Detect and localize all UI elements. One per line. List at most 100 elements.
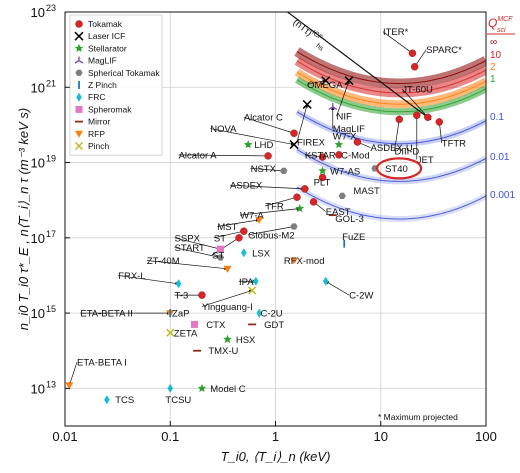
label-leader	[174, 237, 221, 251]
point-label: FIREX	[297, 138, 326, 149]
point-label: TCSU	[165, 395, 191, 406]
legend-entry-label: FRC	[88, 92, 105, 102]
y-tick-exponent: 21	[46, 78, 56, 88]
highlight-ring	[376, 157, 423, 180]
marker-tokamak	[293, 193, 301, 201]
marker-tokamak	[198, 291, 206, 299]
point-label: ZaP	[172, 309, 189, 320]
marker-spherical-tokamak	[338, 192, 346, 199]
marker-tokamak	[424, 113, 432, 121]
legend-entry-label: RFP	[88, 129, 105, 139]
point-label: IPA	[239, 277, 254, 288]
q-contour-line	[296, 51, 486, 84]
marker-maglif	[74, 56, 84, 64]
marker-tokamak	[75, 20, 83, 28]
label-leader	[217, 218, 260, 227]
marker-tokamak	[353, 138, 362, 146]
label-leader	[307, 79, 327, 85]
point-label: DIII-D	[394, 147, 419, 158]
point-label: START	[175, 243, 205, 254]
y-tick-label: 10	[31, 231, 45, 246]
point-label: GOL-3	[335, 214, 364, 225]
marker-tokamak	[264, 152, 272, 160]
label-leader	[211, 237, 240, 256]
label-leader	[146, 260, 228, 271]
q-legend-value: 0.001	[490, 190, 515, 201]
point-label: ETA-BETA I	[77, 358, 127, 369]
point-label: OMEGA	[307, 80, 343, 91]
point-label: Alcator C	[244, 113, 283, 124]
q-legend-value: 1	[490, 74, 496, 85]
point-label: SPARC*	[426, 45, 462, 56]
marker-tokamak	[318, 173, 327, 182]
point-label: TFTR	[442, 139, 466, 150]
marker-laser-icf	[289, 140, 299, 150]
marker-spheromak	[191, 320, 199, 328]
legend: Tokamak Laser ICF Stellarator MagLIF Spheric…	[69, 14, 163, 156]
point-label: ST40	[385, 164, 408, 175]
label-leader	[118, 275, 179, 286]
point-label: GDT	[264, 320, 284, 331]
marker-spherical-tokamak	[280, 167, 288, 174]
marker-frc	[241, 248, 247, 258]
label-leader	[265, 196, 298, 207]
label-leader	[201, 289, 253, 307]
legend-entry-label: Laser ICF	[88, 31, 125, 41]
label-leader	[174, 247, 221, 259]
marker-stellarator	[295, 204, 304, 213]
point-label: SSPX	[175, 233, 201, 244]
point-label: MST	[217, 222, 237, 233]
label-leader	[178, 154, 269, 158]
point-label: RFX-mod	[284, 256, 325, 267]
point-label: W7-X	[333, 132, 357, 143]
point-label: LHD	[254, 140, 273, 151]
footnote: * Maximum projected	[378, 412, 458, 422]
point-label: C-2U	[260, 309, 282, 320]
point-label: C-2W	[349, 291, 373, 302]
marker-rfp	[75, 130, 83, 138]
y-tick-label: 10	[31, 5, 45, 20]
y-tick-exponent: 13	[46, 379, 56, 389]
point-label: ZT-40M	[147, 256, 180, 267]
marker-spherical-tokamak	[290, 223, 298, 230]
marker-tokamak	[410, 63, 419, 71]
point-label: TFR	[265, 202, 284, 213]
point-label: TCS	[115, 395, 134, 406]
marker-tokamak	[318, 153, 327, 161]
marker-stellarator	[243, 140, 253, 149]
y-tick-label: 10	[31, 306, 45, 321]
point-label: ASDEX	[230, 181, 263, 192]
marker-pinch	[74, 141, 84, 151]
marker-laser-icf	[74, 31, 84, 41]
point-label: ITER*	[383, 27, 409, 38]
label-leader	[250, 168, 285, 173]
point-label: W7-AS	[330, 166, 360, 177]
marker-rfp	[65, 382, 74, 390]
marker-tokamak	[335, 151, 343, 159]
marker-laser-icf	[302, 99, 312, 109]
marker-frc	[253, 276, 259, 286]
q-contour-line	[296, 148, 486, 182]
marker-stellarator	[334, 140, 344, 149]
marker-tokamak	[309, 198, 318, 206]
point-label: CTX	[206, 320, 226, 331]
x-axis-title: T_i0, ⟨T_i⟩_n (keV)	[221, 449, 331, 464]
marker-tokamak	[395, 115, 403, 124]
legend-entry-label: Z Pinch	[88, 80, 117, 90]
label-leader	[401, 88, 429, 118]
x-tick-label: 0.01	[52, 429, 77, 444]
y-tick-label: 10	[31, 156, 45, 171]
marker-tokamak	[290, 129, 298, 137]
label-leader	[213, 230, 245, 239]
label-leader	[325, 280, 350, 296]
marker-pinch	[248, 286, 257, 295]
y-tick-label: 10	[31, 381, 45, 396]
marker-tokamak	[413, 111, 421, 120]
point-label: LSX	[252, 248, 271, 259]
y-tick-exponent: 17	[46, 229, 56, 239]
marker-stellarator	[318, 166, 327, 175]
icf-contour-label-sub: hs	[314, 43, 325, 53]
q-legend-heading-sup: MCF	[497, 16, 513, 23]
marker-frc	[322, 276, 329, 286]
